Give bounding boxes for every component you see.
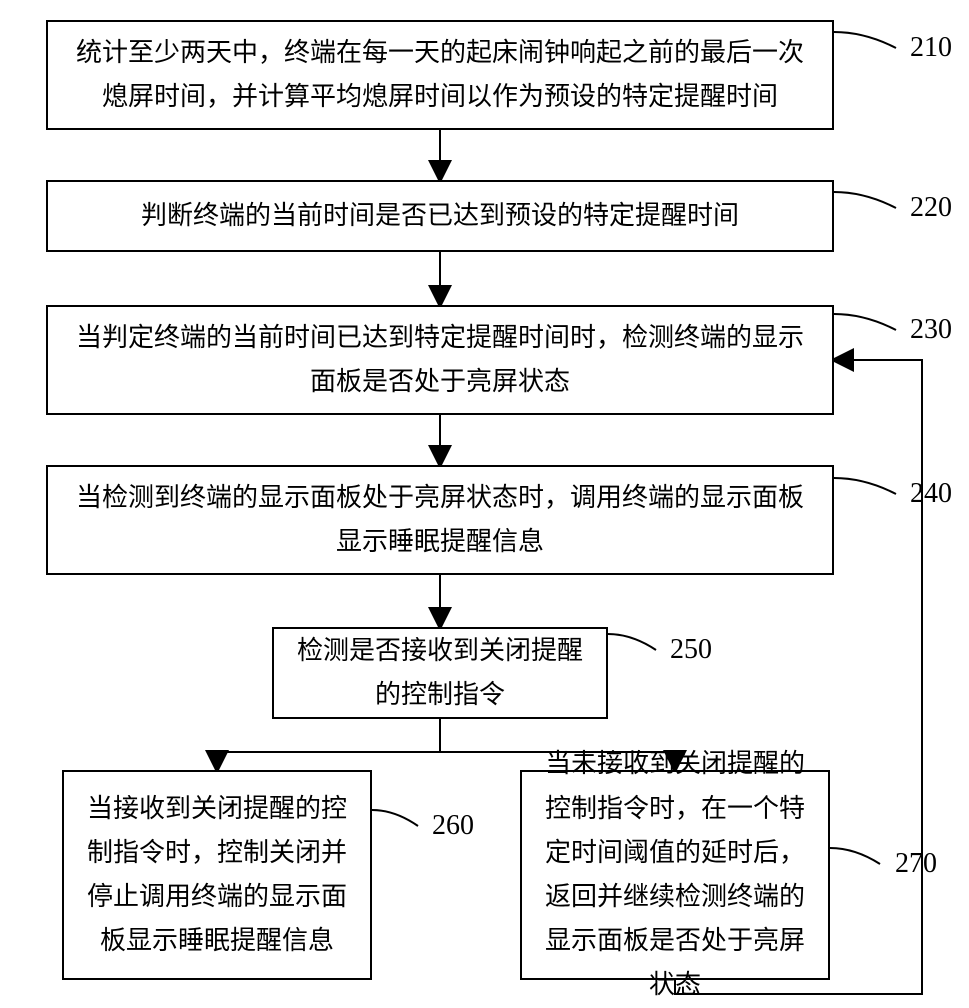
step-text: 判断终端的当前时间是否已达到预设的特定提醒时间 bbox=[141, 194, 739, 238]
step-box-230: 当判定终端的当前时间已达到特定提醒时间时，检测终端的显示面板是否处于亮屏状态 bbox=[46, 305, 834, 415]
step-text: 当接收到关闭提醒的控制指令时，控制关闭并停止调用终端的显示面板显示睡眠提醒信息 bbox=[82, 787, 352, 964]
ref-label-270: 270 bbox=[895, 850, 937, 878]
step-text: 当未接收到关闭提醒的控制指令时，在一个特定时间阈值的延时后，返回并继续检测终端的… bbox=[540, 742, 810, 1007]
step-box-220: 判断终端的当前时间是否已达到预设的特定提醒时间 bbox=[46, 180, 834, 252]
ref-label-230: 230 bbox=[910, 316, 952, 344]
ref-label-250: 250 bbox=[670, 636, 712, 664]
step-text: 当判定终端的当前时间已达到特定提醒时间时，检测终端的显示面板是否处于亮屏状态 bbox=[66, 316, 814, 404]
step-box-210: 统计至少两天中，终端在每一天的起床闹钟响起之前的最后一次熄屏时间，并计算平均熄屏… bbox=[46, 20, 834, 130]
step-text: 检测是否接收到关闭提醒的控制指令 bbox=[292, 629, 588, 717]
step-text: 当检测到终端的显示面板处于亮屏状态时，调用终端的显示面板显示睡眠提醒信息 bbox=[66, 476, 814, 564]
ref-label-220: 220 bbox=[910, 194, 952, 222]
step-box-260: 当接收到关闭提醒的控制指令时，控制关闭并停止调用终端的显示面板显示睡眠提醒信息 bbox=[62, 770, 372, 980]
ref-label-240: 240 bbox=[910, 480, 952, 508]
step-box-250: 检测是否接收到关闭提醒的控制指令 bbox=[272, 627, 608, 719]
step-text: 统计至少两天中，终端在每一天的起床闹钟响起之前的最后一次熄屏时间，并计算平均熄屏… bbox=[66, 31, 814, 119]
ref-label-260: 260 bbox=[432, 812, 474, 840]
step-box-240: 当检测到终端的显示面板处于亮屏状态时，调用终端的显示面板显示睡眠提醒信息 bbox=[46, 465, 834, 575]
step-box-270: 当未接收到关闭提醒的控制指令时，在一个特定时间阈值的延时后，返回并继续检测终端的… bbox=[520, 770, 830, 980]
ref-label-210: 210 bbox=[910, 34, 952, 62]
